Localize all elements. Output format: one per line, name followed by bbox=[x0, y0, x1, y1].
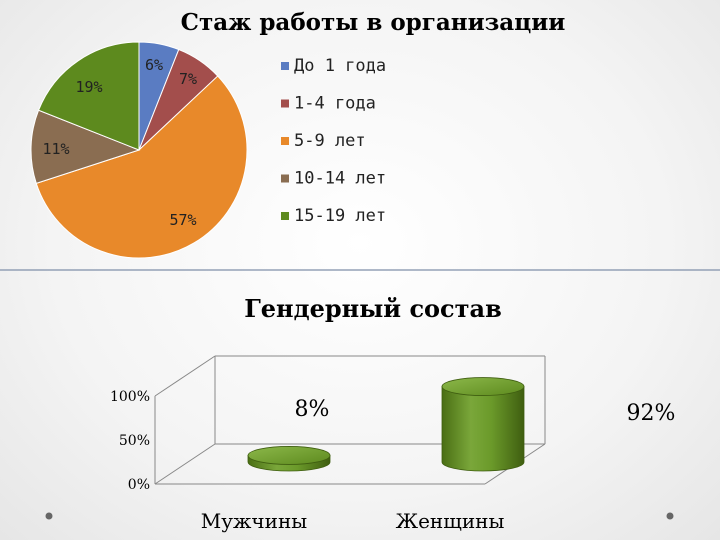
legend-swatch-4 bbox=[281, 174, 289, 183]
pie-data-label-2: 7% bbox=[179, 70, 197, 88]
pie-legend: До 1 года 1-4 года 5-9 лет 10-14 лет 15-19 л… bbox=[281, 56, 386, 226]
pie-data-labels: 6% 7% 57% 11% 19% bbox=[42, 56, 197, 229]
bar-cylinder-body-2 bbox=[441, 386, 525, 472]
bar-chart-frame bbox=[154, 355, 546, 485]
legend-entry-4: 10-14 лет bbox=[294, 169, 386, 189]
bar-chart-value-labels: 8% 92% bbox=[295, 397, 676, 426]
legend-swatch-5 bbox=[281, 212, 289, 220]
bar-value-label-1: 8% bbox=[295, 397, 330, 422]
category-label-1: Мужчины bbox=[201, 509, 308, 533]
pie-slice-5 bbox=[37, 41, 140, 151]
pie-data-label-4: 11% bbox=[42, 140, 69, 158]
legend-entry-5: 15-19 лет bbox=[294, 206, 386, 226]
bar-chart-y-ticks: 0% 50% 100% bbox=[110, 389, 150, 493]
bar-cylinder-cap-2 bbox=[441, 377, 525, 396]
bar-chart-title: Гендерный состав bbox=[244, 294, 502, 323]
pie-data-label-1: 6% bbox=[145, 56, 163, 74]
category-label-2: Женщины bbox=[396, 509, 505, 533]
floor-left-depth bbox=[154, 443, 216, 485]
bar-chart-bars bbox=[247, 377, 525, 472]
pie-slice-3 bbox=[35, 75, 248, 259]
legend-swatch-2 bbox=[281, 99, 289, 108]
bar-cylinder-1 bbox=[247, 446, 331, 472]
pie-chart bbox=[30, 41, 248, 259]
bar-value-label-2: 92% bbox=[627, 401, 676, 426]
pie-slice-4 bbox=[30, 109, 141, 185]
bar-cylinder-2 bbox=[441, 377, 525, 472]
bar-cylinder-cap-1 bbox=[247, 446, 331, 465]
legend-entry-2: 1-4 года bbox=[294, 94, 376, 114]
pie-data-label-5: 19% bbox=[75, 78, 102, 96]
axis-top-depth bbox=[154, 355, 216, 397]
slide-bullet-right bbox=[666, 512, 674, 520]
y-tick-label-3: 100% bbox=[110, 389, 150, 405]
y-tick-label-2: 50% bbox=[119, 433, 150, 449]
bar-chart-categories: Мужчины Женщины bbox=[201, 509, 505, 533]
legend-entry-1: До 1 года bbox=[294, 56, 386, 76]
legend-swatch-3 bbox=[281, 137, 289, 145]
legend-entry-3: 5-9 лет bbox=[294, 131, 366, 151]
slide-bullet-left bbox=[45, 512, 53, 520]
pie-chart-title: Стаж работы в организации bbox=[181, 9, 566, 36]
y-tick-label-1: 0% bbox=[128, 477, 150, 493]
legend-swatch-1 bbox=[281, 62, 289, 70]
pie-data-label-3: 57% bbox=[169, 211, 196, 229]
